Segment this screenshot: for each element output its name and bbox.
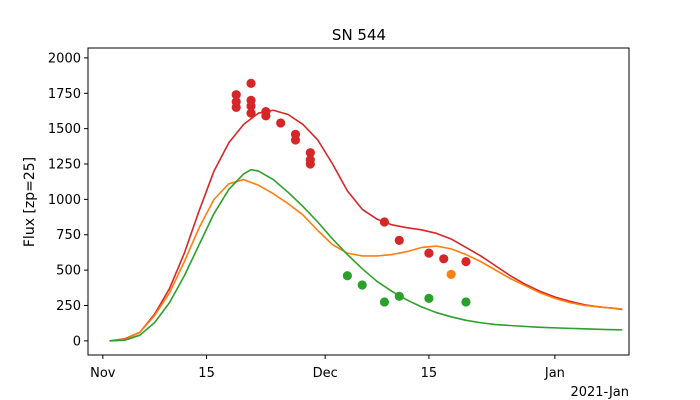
x-tick-label: Nov [90,366,116,381]
plot-frame [87,47,630,356]
data-point-series-3 [357,280,367,290]
data-point-series-3 [379,297,390,307]
y-axis-label: Flux [zp=25] [22,157,38,247]
data-point-series-1 [305,148,315,158]
data-point-series-1 [261,107,271,117]
data-point-series-1 [305,159,315,169]
data-point-series-1 [246,78,256,88]
y-tick-label: 1000 [48,193,81,208]
data-point-series-1 [394,235,404,246]
data-point-series-1 [276,118,286,128]
chart-title: SN 544 [332,26,386,44]
data-point-series-1 [461,257,471,267]
data-point-series-3 [424,293,434,304]
data-point-series-2 [446,269,456,279]
data-point-series-3 [394,291,404,301]
x-tick-label: 15 [198,366,215,381]
model-curve-series-3 [109,168,623,342]
data-point-series-3 [342,271,352,281]
data-point-series-1 [290,135,301,145]
y-tick-label: 2000 [48,51,81,66]
y-tick-label: 1500 [48,122,81,137]
data-point-series-1 [231,97,241,107]
model-curve-series-1 [109,109,623,342]
data-point-series-1 [231,90,241,100]
x-tick-label: Jan [544,366,565,381]
y-tick-label: 250 [56,299,81,314]
model-curve-series-2 [109,178,623,342]
data-point-series-1 [439,254,449,264]
axis-layer: 0 250 500 750 1000 1250 1500 1750 2000 Nov 15 Dec 15… [48,51,565,381]
plot-layer [109,78,623,342]
y-tick-label: 500 [56,264,81,279]
data-point-series-3 [461,297,471,307]
data-point-series-1 [246,108,256,118]
data-point-series-1 [379,217,390,227]
x-axis-offset-label: 2021-Jan [570,385,629,400]
x-tick-label: 15 [421,366,438,381]
y-tick-label: 1250 [48,158,81,173]
y-tick-label: 1750 [48,87,81,102]
y-tick-label: 750 [56,228,81,243]
data-point-series-1 [246,95,256,105]
data-point-series-1 [424,248,434,258]
y-tick-label: 0 [73,334,81,349]
x-tick-label: Dec [313,366,338,381]
